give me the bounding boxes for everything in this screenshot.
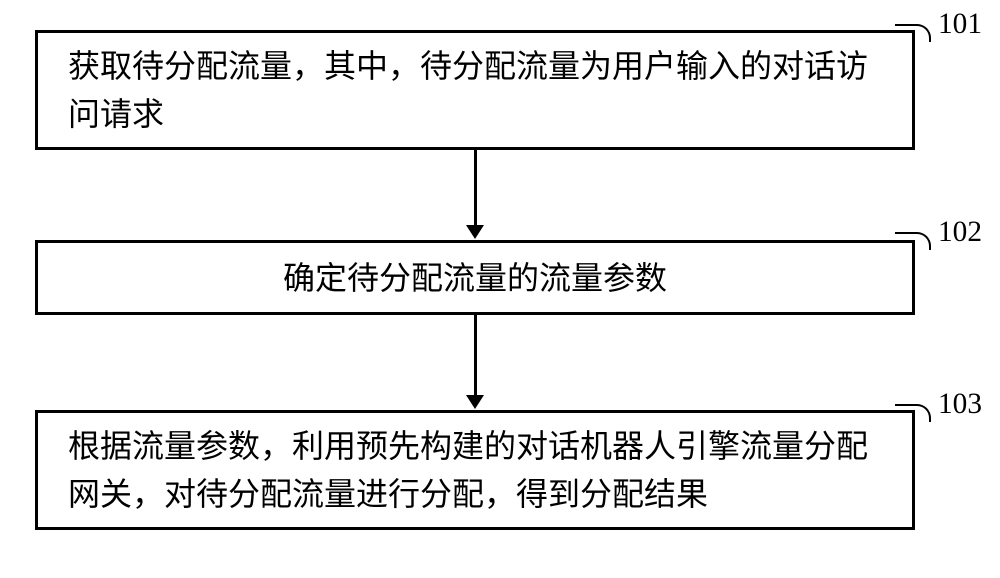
callout-line-3: [895, 404, 931, 422]
flow-step-3: 根据流量参数，利用预先构建的对话机器人引擎流量分配网关，对待分配流量进行分配，得…: [35, 410, 915, 530]
flow-step-1: 获取待分配流量，其中，待分配流量为用户输入的对话访问请求: [35, 30, 915, 150]
arrow-1-head: [466, 225, 484, 239]
arrow-2-head: [466, 395, 484, 409]
callout-line-1: [895, 24, 931, 42]
callout-line-2: [895, 232, 931, 250]
arrow-2-line: [474, 315, 477, 396]
step-number-102: 102: [938, 216, 982, 249]
arrow-1-line: [474, 150, 477, 226]
flow-step-1-text: 获取待分配流量，其中，待分配流量为用户输入的对话访问请求: [68, 42, 882, 138]
step-number-101: 101: [938, 8, 982, 41]
flow-step-2-text: 确定待分配流量的流量参数: [68, 254, 882, 302]
flowchart-canvas: 获取待分配流量，其中，待分配流量为用户输入的对话访问请求 101 确定待分配流量…: [0, 0, 1000, 578]
flow-step-3-text: 根据流量参数，利用预先构建的对话机器人引擎流量分配网关，对待分配流量进行分配，得…: [68, 422, 882, 518]
flow-step-2: 确定待分配流量的流量参数: [35, 240, 915, 315]
step-number-103: 103: [938, 388, 982, 421]
